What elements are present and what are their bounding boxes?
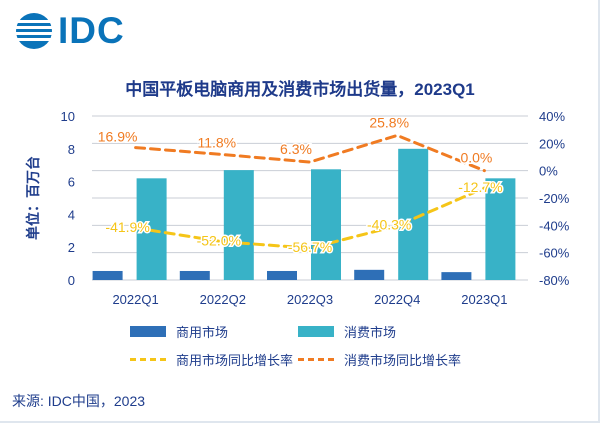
data-label-commercial-growth: -56.7% <box>288 239 332 255</box>
y-tick-label: 6 <box>68 175 75 190</box>
legend-label-consumer: 消费市场 <box>344 325 397 340</box>
bar-commercial <box>267 270 297 280</box>
legend-swatch-commercial <box>130 326 166 337</box>
data-label-commercial-growth: -12.7% <box>458 179 502 195</box>
legend-swatch-consumer-growth <box>298 358 334 361</box>
legend-item-consumer: 消费市场 <box>298 322 396 341</box>
y-tick-label: 0 <box>68 273 75 288</box>
line-commercial-growth <box>134 186 486 250</box>
chart-title: 中国平板电脑商用及消费市场出货量，2023Q1 <box>125 80 475 99</box>
y2-tick-label: -20% <box>539 191 570 206</box>
y-tick-label: 10 <box>61 109 75 124</box>
bar-consumer <box>311 169 341 280</box>
legend-item-commercial-growth: 商用市场同比增长率 <box>130 350 293 369</box>
data-label-consumer-growth: 6.3% <box>280 141 312 157</box>
idc-logo: IDC <box>14 10 144 52</box>
bar-commercial <box>92 270 123 280</box>
y2-tick-label: -80% <box>539 273 570 288</box>
data-label-consumer-growth: 16.9% <box>98 129 138 145</box>
x-tick-label: 2023Q1 <box>461 292 507 307</box>
bar-commercial <box>441 272 472 280</box>
y-tick-label: 8 <box>68 142 75 157</box>
data-label-commercial-growth: -52.0% <box>197 233 241 249</box>
legend-item-consumer-growth: 消费市场同比增长率 <box>298 350 461 369</box>
legend-item-commercial: 商用市场 <box>130 322 228 341</box>
y2-tick-label: 0% <box>539 164 558 179</box>
y2-tick-label: 20% <box>539 136 565 151</box>
y-tick-label: 4 <box>68 207 75 222</box>
y2-tick-label: -40% <box>539 218 570 233</box>
data-label-commercial-growth: -41.9% <box>105 219 149 235</box>
idc-globe-icon <box>16 13 52 49</box>
legend-label-commercial-growth: 商用市场同比增长率 <box>176 353 294 368</box>
legend-swatch-consumer <box>298 326 334 337</box>
x-tick-label: 2022Q1 <box>112 292 158 307</box>
legend-swatch-commercial-growth <box>130 358 166 361</box>
data-label-consumer-growth: 0.0% <box>460 150 492 166</box>
y-tick-label: 2 <box>68 240 75 255</box>
x-tick-label: 2022Q3 <box>287 292 333 307</box>
logo-text: IDC <box>58 10 125 51</box>
source-note: 来源: IDC中国，2023 <box>12 393 146 409</box>
line-consumer-growth <box>134 133 486 173</box>
bar-consumer <box>485 178 516 280</box>
y-axis-label: 单位：百万台 <box>25 156 41 240</box>
bar-consumer <box>223 170 254 280</box>
legend-label-commercial: 商用市场 <box>176 325 229 340</box>
legend-label-consumer-growth: 消费市场同比增长率 <box>344 353 462 368</box>
x-tick-label: 2022Q2 <box>200 292 246 307</box>
x-tick-label: 2022Q4 <box>374 292 420 307</box>
y2-tick-label: 40% <box>539 109 565 124</box>
y2-tick-label: -60% <box>539 246 570 261</box>
data-label-consumer-growth: 11.8% <box>197 135 236 151</box>
bar-commercial <box>179 270 210 280</box>
bar-commercial <box>354 269 385 280</box>
data-label-consumer-growth: 25.8% <box>369 114 409 130</box>
data-label-commercial-growth: -40.3% <box>367 217 411 233</box>
